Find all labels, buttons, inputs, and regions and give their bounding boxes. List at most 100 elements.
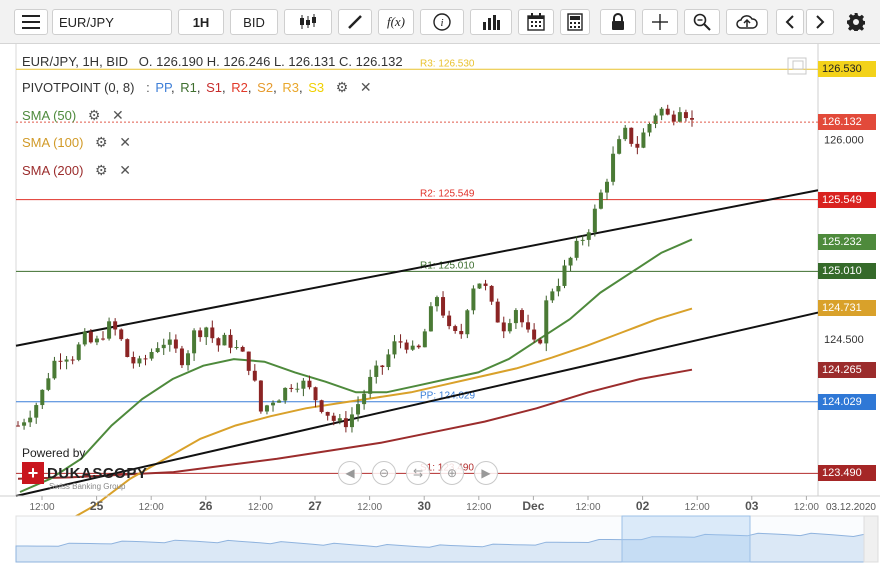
time-tick-label: 12:00: [794, 502, 819, 513]
candle-body: [88, 331, 93, 343]
sma200-remove-icon[interactable]: ✕: [119, 162, 131, 178]
side-select[interactable]: BID: [230, 9, 278, 35]
zoom-icon[interactable]: [684, 9, 720, 35]
sma-lines: [17, 238, 693, 527]
calendar-icon[interactable]: [518, 9, 554, 35]
lock-icon[interactable]: [600, 9, 636, 35]
time-tick-label: 02: [636, 499, 650, 513]
candle-body: [119, 329, 124, 340]
candle-body: [586, 232, 591, 240]
candle-body: [465, 310, 470, 335]
cloud-upload-icon[interactable]: [726, 9, 768, 35]
sma200-settings-icon[interactable]: ⚙: [95, 162, 108, 178]
zoom-reset-button[interactable]: ⇆: [406, 461, 430, 485]
candle-body: [343, 418, 348, 428]
candle-body: [617, 139, 622, 154]
pivot-key-pp: PP: [155, 80, 171, 95]
pivot-level-tag: 126.530: [818, 61, 876, 78]
trend-lines[interactable]: [15, 189, 819, 497]
time-tick-label: 12:00: [29, 502, 54, 513]
sma200-legend: SMA (200) ⚙ ✕: [22, 162, 131, 179]
current-price-tag: 126.132: [818, 114, 876, 131]
prev-icon[interactable]: [776, 9, 804, 35]
navigator[interactable]: [15, 515, 879, 563]
candle-body: [101, 338, 106, 340]
info-icon[interactable]: i: [420, 9, 464, 35]
candle-body: [647, 123, 652, 133]
pivot-remove-icon[interactable]: ✕: [359, 79, 372, 95]
ohlc-legend: EUR/JPY, 1H, BID O. 126.190 H. 126.246 L…: [22, 54, 403, 69]
candle-body: [404, 342, 409, 350]
candle-body: [416, 345, 421, 348]
candle-body: [428, 306, 433, 332]
calculator-icon[interactable]: [560, 9, 590, 35]
candle-body: [186, 353, 191, 366]
price-tick-label: 124.500: [824, 334, 864, 346]
candle-body: [362, 393, 367, 405]
candle-body: [331, 415, 336, 421]
crosshair-icon[interactable]: [642, 9, 678, 35]
zoom-in-button[interactable]: ⊕: [440, 461, 464, 485]
pivot-settings-icon[interactable]: ⚙: [335, 79, 349, 95]
candle-body: [574, 240, 579, 258]
candle-body: [683, 112, 688, 119]
candle-body: [665, 108, 670, 115]
candlestick-icon[interactable]: [284, 9, 332, 35]
sma100-remove-icon[interactable]: ✕: [119, 134, 131, 150]
time-tick-label: 27: [308, 499, 322, 513]
sma200-line: [17, 368, 693, 480]
sma100-legend: SMA (100) ⚙ ✕: [22, 134, 131, 151]
function-icon[interactable]: f(x): [378, 9, 414, 35]
scroll-right-button[interactable]: ▶: [474, 461, 498, 485]
settings-icon[interactable]: [840, 9, 872, 35]
pivot-level-label: R2: 125.549: [420, 189, 475, 200]
sma50-line: [19, 238, 693, 493]
volume-bars-icon[interactable]: [470, 9, 512, 35]
brand-name: DUKASCOPY: [47, 464, 148, 482]
sma100-line: [59, 307, 693, 527]
sma50-remove-icon[interactable]: ✕: [112, 107, 124, 123]
instrument-select[interactable]: EUR/JPY: [52, 9, 172, 35]
candle-body: [380, 365, 385, 368]
next-icon[interactable]: [806, 9, 834, 35]
sma50-settings-icon[interactable]: ⚙: [87, 107, 101, 123]
candle-body: [107, 321, 112, 339]
draw-icon[interactable]: [338, 9, 372, 35]
popout-icon[interactable]: [787, 57, 807, 75]
candle-body: [677, 112, 682, 122]
trend-line: [15, 311, 819, 497]
candle-body: [368, 376, 373, 394]
pivot-key-s3: S3: [308, 80, 325, 95]
pivot-legend: PIVOTPOINT (0, 8) : PP, R1, S1, R2, S2, …: [22, 79, 372, 95]
zoom-out-button[interactable]: ⊖: [372, 461, 396, 485]
candle-body: [671, 114, 676, 122]
candle-body: [598, 192, 603, 209]
candle-body: [374, 365, 379, 377]
menu-icon[interactable]: [14, 9, 48, 35]
time-tick-label: 25: [90, 499, 104, 513]
timeframe-select[interactable]: 1H: [178, 9, 224, 35]
candle-body: [131, 356, 136, 364]
candle-body: [46, 378, 51, 390]
candle-body: [556, 285, 561, 292]
scroll-left-button[interactable]: ◀: [338, 461, 362, 485]
powered-by-text: Powered by: [22, 446, 86, 460]
pivot-level-tag: 124.029: [818, 393, 876, 410]
sma-tag: 124.731: [818, 300, 876, 317]
candle-body: [94, 338, 99, 343]
time-tick-label: 26: [199, 499, 213, 513]
candle-body: [501, 322, 506, 332]
pivot-level-label: R3: 126.530: [420, 58, 475, 69]
candle-body: [386, 354, 391, 368]
svg-text:i: i: [440, 17, 443, 29]
time-tick-label: 30: [418, 499, 432, 513]
candle-body: [507, 323, 512, 332]
sma100-settings-icon[interactable]: ⚙: [95, 134, 108, 150]
candle-body: [192, 330, 197, 354]
candle-body: [28, 417, 33, 423]
time-tick-label: Dec: [522, 499, 544, 513]
sma-tag: 124.265: [818, 362, 876, 379]
candle-body: [82, 331, 87, 345]
sma50-legend: SMA (50) ⚙ ✕: [22, 107, 124, 124]
